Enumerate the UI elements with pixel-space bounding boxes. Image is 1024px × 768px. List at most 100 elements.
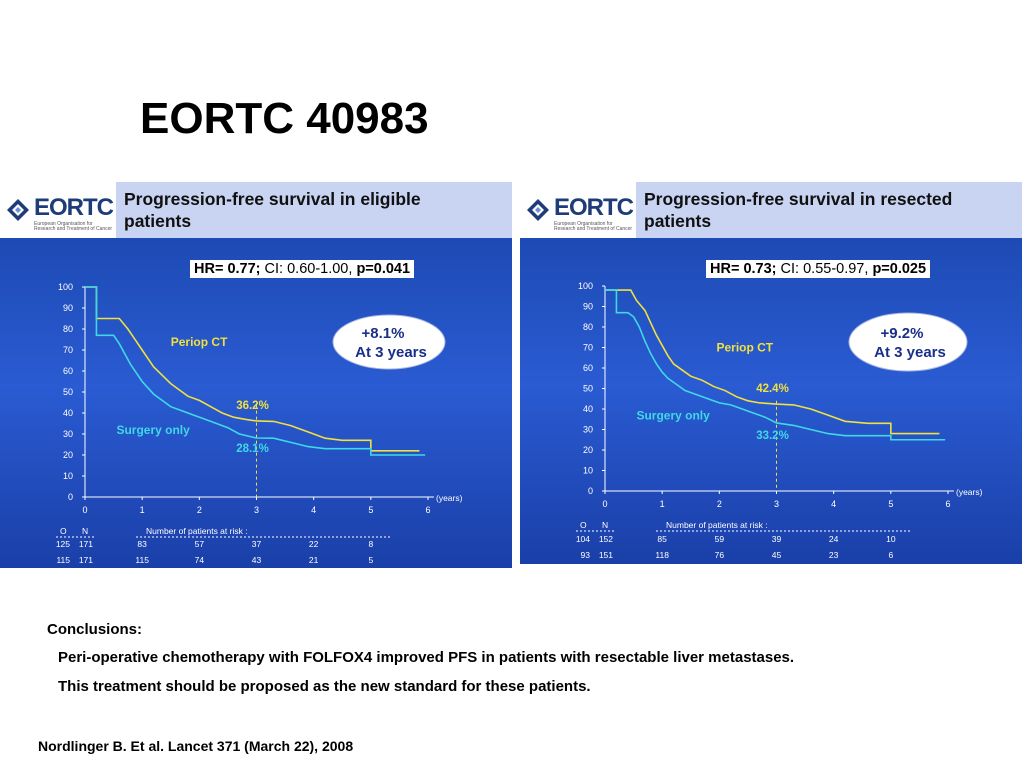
panel-title-line1: Progression-free survival in eligible (124, 189, 421, 209)
risk-row-value: 83 (137, 539, 147, 549)
callout-ellipse (848, 312, 968, 372)
callout-difference: +8.1% (362, 325, 405, 342)
panel-header: EORTC European Organisation for Research… (0, 182, 512, 238)
hr-p: p=0.041 (356, 261, 411, 277)
risk-row-o: 93 (581, 550, 591, 560)
y-tick-label: 40 (63, 408, 73, 418)
x-tick-label: 1 (140, 505, 145, 515)
x-tick-label: 2 (717, 499, 722, 509)
x-tick-label: 4 (831, 499, 836, 509)
data-label-3yr: 42.4% (756, 383, 789, 395)
risk-row-o: 115 (56, 555, 70, 565)
x-axis-label: (years) (436, 493, 463, 503)
hr-value: 0.77; (227, 261, 261, 277)
x-tick-label: 5 (888, 499, 893, 509)
conclusion-line-1: Peri-operative chemotherapy with FOLFOX4… (58, 649, 795, 666)
x-tick-label: 5 (368, 505, 373, 515)
y-tick-label: 70 (63, 345, 73, 355)
risk-row-value: 10 (886, 534, 896, 544)
hazard-ratio-box: HR= 0.73; CI: 0.55-0.97, p=0.025 (706, 260, 931, 278)
risk-row-value: 57 (195, 539, 205, 549)
y-tick-label: 90 (583, 302, 593, 312)
risk-row-value: 39 (772, 534, 782, 544)
slide-title: EORTC 40983 (140, 94, 429, 143)
hr-ci: CI: 0.60-1.00, (264, 261, 353, 277)
risk-row-value: 5 (368, 555, 373, 565)
risk-row-o: 125 (56, 539, 70, 549)
risk-row-value: 8 (368, 539, 373, 549)
series-label: Surgery only (636, 408, 710, 422)
series-label: Periop CT (171, 335, 228, 349)
panel-title: Progression-free survival in eligible pa… (116, 182, 512, 238)
panel-header: EORTC European Organisation for Research… (520, 182, 1022, 238)
x-tick-label: 6 (425, 505, 430, 515)
eortc-logo: EORTC European Organisation for Research… (526, 190, 634, 234)
eortc-logo-icon (7, 199, 29, 221)
risk-row-value: 37 (252, 539, 262, 549)
x-tick-label: 2 (197, 505, 202, 515)
risk-col-o: O (60, 526, 67, 536)
risk-col-n: N (82, 526, 88, 536)
km-panel-resected: EORTC European Organisation for Research… (520, 182, 1022, 564)
series-line-surgery-only (85, 286, 426, 456)
x-tick-label: 0 (82, 505, 87, 515)
hr-label: HR= (194, 261, 224, 277)
risk-row-o: 104 (576, 534, 590, 544)
y-tick-label: 40 (583, 404, 593, 414)
logo-subtitle: European Organisation for Research and T… (554, 221, 633, 232)
risk-table-header: Number of patients at risk : (666, 520, 768, 530)
y-tick-label: 100 (58, 282, 73, 292)
y-tick-label: 0 (68, 492, 73, 502)
y-tick-label: 50 (63, 387, 73, 397)
risk-row-value: 45 (772, 550, 782, 560)
series-label: Surgery only (116, 423, 190, 437)
hr-p: p=0.025 (872, 261, 927, 277)
risk-row-n: 171 (79, 555, 93, 565)
y-tick-label: 70 (583, 343, 593, 353)
plot-body (520, 238, 1022, 564)
y-tick-label: 50 (583, 384, 593, 394)
conclusion-line-2: This treatment should be proposed as the… (58, 678, 591, 695)
logo-text: EORTC (34, 194, 114, 221)
conclusions-heading: Conclusions: (47, 621, 143, 638)
data-label-3yr: 33.2% (756, 430, 789, 442)
km-panel-eligible: EORTC European Organisation for Research… (0, 182, 512, 568)
series-line-periop-ct (85, 286, 420, 452)
y-tick-label: 0 (588, 486, 593, 496)
risk-row-n: 171 (79, 539, 93, 549)
x-tick-label: 3 (774, 499, 779, 509)
callout-timepoint: At 3 years (355, 344, 427, 361)
series-label: Periop CT (716, 341, 773, 355)
y-tick-label: 60 (63, 366, 73, 376)
risk-row-n: 151 (599, 550, 613, 560)
panel-title-line2: patients (124, 211, 192, 231)
risk-row-value: 24 (829, 534, 839, 544)
data-label-3yr: 36.2% (236, 400, 269, 412)
series-line-periop-ct (605, 289, 940, 435)
data-label-3yr: 28.1% (236, 443, 269, 455)
y-tick-label: 90 (63, 303, 73, 313)
risk-row-value: 59 (715, 534, 725, 544)
risk-row-value: 118 (655, 550, 669, 560)
reference-citation: Nordlinger B. Et al. Lancet 371 (March 2… (38, 738, 354, 754)
panel-title-line1: Progression-free survival in resected (644, 189, 953, 209)
x-axis-label: (years) (956, 487, 983, 497)
x-tick-label: 4 (311, 505, 316, 515)
y-tick-label: 80 (63, 324, 73, 334)
x-tick-label: 3 (254, 505, 259, 515)
y-tick-label: 80 (583, 322, 593, 332)
risk-row-value: 76 (715, 550, 725, 560)
y-tick-label: 20 (63, 450, 73, 460)
x-tick-label: 6 (945, 499, 950, 509)
y-tick-label: 10 (583, 466, 593, 476)
hazard-ratio-box: HR= 0.77; CI: 0.60-1.00, p=0.041 (190, 260, 415, 278)
risk-row-value: 23 (829, 550, 839, 560)
series-line-surgery-only (605, 289, 946, 441)
x-tick-label: 0 (602, 499, 607, 509)
hr-value: 0.73; (743, 261, 777, 277)
y-tick-label: 20 (583, 445, 593, 455)
y-tick-label: 30 (583, 425, 593, 435)
logo-text: EORTC (554, 194, 634, 221)
y-tick-label: 60 (583, 363, 593, 373)
